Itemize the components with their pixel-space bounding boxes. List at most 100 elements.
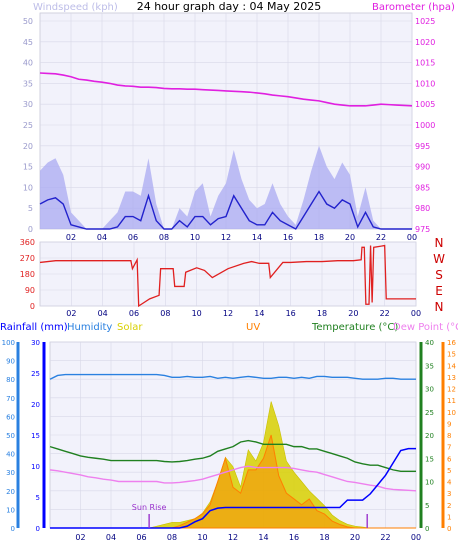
weather-xtick: 10 [197, 533, 207, 542]
wind-xtick: 20 [345, 233, 355, 242]
sun-markers: Sun Rise [132, 503, 368, 528]
humidity-ytick: 10 [6, 506, 15, 514]
humidity-ytick: 30 [6, 469, 15, 477]
humidity-ytick: 60 [6, 413, 15, 421]
wind-xtick: 00 [407, 233, 417, 242]
direction-grid [40, 241, 417, 307]
weather-xtick: 04 [106, 533, 116, 542]
rainfall-ytick: 10 [31, 463, 40, 471]
wind-xtick: 04 [97, 233, 107, 242]
temperature-ytick: 25 [425, 409, 434, 417]
weather-xtick: 08 [167, 533, 177, 542]
direction-ytick: 180 [20, 270, 35, 279]
wind-ytick: 15 [23, 163, 33, 172]
direction-xtick: 10 [192, 309, 202, 318]
barometer-ytick: 1025 [415, 17, 435, 26]
humidity-ytick: 50 [6, 432, 15, 440]
chart-title: 24 hour graph day : 04 May 2025 [137, 0, 322, 13]
barometer-ytick: 985 [415, 183, 430, 192]
direction-xtick: 08 [160, 309, 170, 318]
temperature-line [49, 439, 416, 472]
weather-xtick: 20 [350, 533, 360, 542]
wind-xtick: 06 [128, 233, 138, 242]
direction-series [39, 244, 416, 308]
uv-ytick: 12 [447, 386, 456, 394]
wind-xtick: 22 [376, 233, 386, 242]
direction-xtick: 04 [98, 309, 108, 318]
compass-label: W [433, 252, 445, 266]
dewpoint-series [49, 465, 417, 492]
uv-ytick: 4 [447, 479, 452, 487]
rainfall-ytick: 15 [31, 432, 40, 440]
uv-ytick: 11 [447, 397, 456, 405]
direction-xtick: 18 [317, 309, 327, 318]
weather-xtick: 06 [136, 533, 146, 542]
humidity-ytick: 100 [2, 339, 15, 347]
windspeed-series [39, 190, 412, 230]
temperature-series [49, 439, 416, 472]
dewpoint-label: Dew Point (°C) [393, 322, 458, 333]
humidity-line [49, 373, 416, 380]
wind-xtick: 14 [252, 233, 262, 242]
wind-xtick: 12 [221, 233, 231, 242]
windspeed-line [39, 190, 412, 230]
wind-xtick: 02 [66, 233, 76, 242]
temperature-ytick: 5 [425, 502, 429, 510]
direction-xtick: 06 [129, 309, 139, 318]
direction-xtick: 22 [380, 309, 390, 318]
uv-ytick: 8 [447, 432, 451, 440]
wind-tick-labels: 0510152025303540455097598098599099510001… [23, 17, 436, 242]
weather-tick-labels: 0102030405060708090100051015202530051015… [2, 339, 457, 542]
wind-ytick: 10 [23, 183, 33, 192]
direction-ytick: 270 [20, 254, 35, 263]
weather-xtick: 16 [289, 533, 299, 542]
direction-ytick: 360 [20, 238, 35, 247]
weather-xtick: 12 [228, 533, 238, 542]
dewpoint-line [49, 465, 417, 492]
wind-ytick: 40 [23, 59, 33, 68]
direction-xtick: 00 [411, 309, 421, 318]
temperature-ytick: 40 [425, 339, 434, 347]
direction-ytick: 0 [30, 302, 35, 311]
weather-xtick: 00 [411, 533, 421, 542]
weather-legend: Rainfall (mm) Humidity Solar UV Temperat… [0, 322, 458, 333]
barometer-ytick: 975 [415, 225, 430, 234]
uv-ytick: 3 [447, 490, 451, 498]
barometer-ytick: 990 [415, 163, 430, 172]
rainfall-ytick: 20 [31, 401, 40, 409]
compass-label: N [435, 300, 444, 314]
uv-ytick: 9 [447, 420, 451, 428]
wind-ytick: 20 [23, 142, 33, 151]
uv-ytick: 6 [447, 455, 452, 463]
barometer-ytick: 1015 [415, 59, 435, 68]
wind-xtick: 18 [314, 233, 324, 242]
wind-ytick: 25 [23, 121, 33, 130]
barometer-ytick: 980 [415, 204, 430, 213]
sunrise-label: Sun Rise [132, 503, 167, 512]
temperature-ytick: 15 [425, 455, 434, 463]
weather-xtick: 18 [319, 533, 329, 542]
temperature-ytick: 10 [425, 479, 434, 487]
compass-label: S [435, 268, 443, 282]
humidity-ytick: 0 [11, 525, 15, 533]
rainfall-ytick: 25 [31, 370, 40, 378]
wind-xtick: 10 [190, 233, 200, 242]
rainfall-ytick: 30 [31, 339, 40, 347]
wind-ytick: 50 [23, 17, 33, 26]
wind-ytick: 35 [23, 79, 33, 88]
temperature-ytick: 0 [425, 525, 429, 533]
compass-label: E [435, 284, 443, 298]
humidity-label: Humidity [67, 322, 112, 333]
uv-ytick: 0 [447, 525, 451, 533]
uv-ytick: 10 [447, 409, 456, 417]
barometer-ytick: 1010 [415, 79, 435, 88]
barometer-ytick: 1005 [415, 100, 435, 109]
uv-ytick: 14 [447, 362, 456, 370]
temperature-ytick: 20 [425, 432, 434, 440]
direction-line [39, 244, 416, 308]
barometer-ytick: 1000 [415, 121, 435, 130]
direction-xtick: 20 [348, 309, 358, 318]
direction-xtick: 16 [286, 309, 296, 318]
